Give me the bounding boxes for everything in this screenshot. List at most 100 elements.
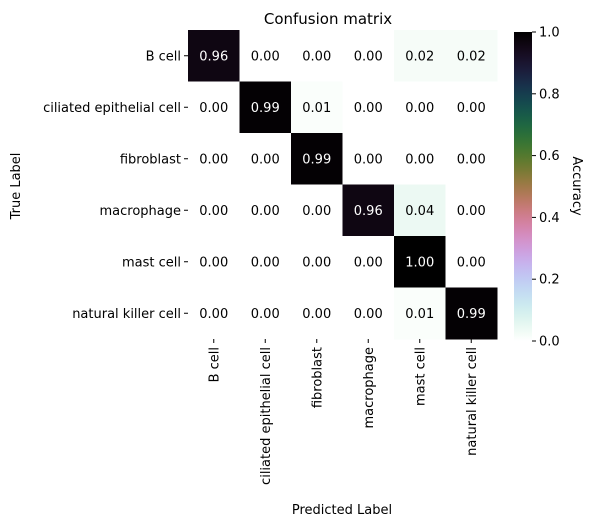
heatmap-cell xyxy=(239,184,292,237)
heatmap-cell xyxy=(291,184,343,237)
cell-value-label: 0.00 xyxy=(405,101,434,116)
cell-value-label: 0.00 xyxy=(302,204,331,219)
cell-value-label: 0.01 xyxy=(405,307,434,322)
heatmap-cell xyxy=(394,133,446,185)
heatmap-cell xyxy=(291,30,343,82)
cell-value-label: 0.00 xyxy=(199,101,228,116)
cell-value-label: 0.00 xyxy=(302,255,331,270)
cell-value-label: 0.96 xyxy=(199,49,228,64)
x-tick-label: natural killer cell xyxy=(465,347,480,456)
colorbar-label: Accuracy xyxy=(569,156,584,216)
cell-value-label: 0.04 xyxy=(405,204,434,219)
cell-value-label: 1.00 xyxy=(405,255,434,270)
y-axis-ticks: B cell ciliated epithelial cell fibroblast… xyxy=(43,49,188,322)
heatmap-cell xyxy=(239,133,292,185)
cell-value-label: 0.02 xyxy=(457,49,486,64)
heatmap-cell xyxy=(445,184,498,237)
cell-value-label: 0.00 xyxy=(457,101,486,116)
heatmap-cell xyxy=(188,81,240,134)
heatmap-cell xyxy=(445,287,498,340)
colorbar-tick-label: 0.2 xyxy=(539,273,560,288)
heatmap-cell xyxy=(342,236,395,288)
heatmap-cells xyxy=(188,30,498,340)
cell-value-label: 0.00 xyxy=(354,307,383,322)
heatmap-value-labels: 0.96 0.00 0.00 0.00 0.02 0.02 0.00 0.99 0.01 0.00… xyxy=(199,49,485,322)
heatmap-cell xyxy=(291,287,343,340)
cell-value-label: 0.00 xyxy=(251,49,280,64)
heatmap-cell xyxy=(445,236,498,288)
colorbar-ticks: 0.0 0.2 0.4 0.6 0.8 1.0 xyxy=(532,26,560,350)
y-axis-label: True Label xyxy=(9,153,24,221)
cell-value-label: 0.00 xyxy=(199,307,228,322)
colorbar-tick-label: 0.8 xyxy=(539,87,560,102)
cell-value-label: 0.00 xyxy=(302,307,331,322)
heatmap-cell xyxy=(239,30,292,82)
cell-value-label: 0.00 xyxy=(302,49,331,64)
colorbar xyxy=(514,32,532,341)
cell-value-label: 0.00 xyxy=(251,255,280,270)
heatmap-cell xyxy=(394,81,446,134)
x-tick-label: macrophage xyxy=(362,347,377,429)
heatmap-cell xyxy=(394,30,446,82)
cell-value-label: 0.00 xyxy=(457,152,486,167)
x-tick-label: mast cell xyxy=(413,347,428,406)
cell-value-label: 0.00 xyxy=(251,307,280,322)
heatmap-cell xyxy=(188,236,240,288)
heatmap-cell xyxy=(445,133,498,185)
cell-value-label: 0.00 xyxy=(354,101,383,116)
heatmap-cell xyxy=(188,184,240,237)
heatmap-cell xyxy=(239,81,292,134)
cell-value-label: 0.00 xyxy=(199,152,228,167)
y-tick-label: fibroblast xyxy=(120,152,181,167)
x-tick-label: fibroblast xyxy=(310,347,325,408)
heatmap-cell xyxy=(291,133,343,185)
colorbar-tick-label: 1.0 xyxy=(539,26,560,41)
chart-title: Confusion matrix xyxy=(264,10,392,28)
heatmap-cell xyxy=(394,287,446,340)
cell-value-label: 0.00 xyxy=(199,204,228,219)
heatmap-cell xyxy=(394,184,446,237)
colorbar-tick-label: 0.0 xyxy=(539,335,560,350)
heatmap-cell xyxy=(291,236,343,288)
cell-value-label: 0.99 xyxy=(457,307,486,322)
heatmap-cell xyxy=(188,133,240,185)
cell-value-label: 0.00 xyxy=(199,255,228,270)
y-tick-label: B cell xyxy=(146,49,181,64)
cell-value-label: 0.00 xyxy=(251,152,280,167)
x-axis-label: Predicted Label xyxy=(292,503,392,518)
cell-value-label: 0.00 xyxy=(405,152,434,167)
heatmap-cell xyxy=(342,81,395,134)
heatmap-cell xyxy=(342,287,395,340)
x-axis-ticks: B cell ciliated epithelial cell fibroblast… xyxy=(207,339,480,485)
heatmap-cell xyxy=(342,184,395,237)
heatmap-cell xyxy=(342,30,395,82)
heatmap-cell xyxy=(239,287,292,340)
cell-value-label: 0.00 xyxy=(354,49,383,64)
cell-value-label: 0.01 xyxy=(302,101,331,116)
y-tick-label: natural killer cell xyxy=(72,307,181,322)
x-tick-label: ciliated epithelial cell xyxy=(259,347,274,485)
colorbar-tick-label: 0.6 xyxy=(539,149,560,164)
colorbar-tick-label: 0.4 xyxy=(539,211,560,226)
heatmap-cell xyxy=(445,30,498,82)
cell-value-label: 0.96 xyxy=(354,204,383,219)
y-tick-label: mast cell xyxy=(122,255,181,270)
heatmap-cell xyxy=(188,30,240,82)
heatmap-cell xyxy=(394,236,446,288)
cell-value-label: 0.00 xyxy=(457,255,486,270)
cell-value-label: 0.00 xyxy=(251,204,280,219)
x-tick-label: B cell xyxy=(207,347,222,382)
heatmap-cell xyxy=(239,236,292,288)
cell-value-label: 0.99 xyxy=(251,101,280,116)
cell-value-label: 0.02 xyxy=(405,49,434,64)
heatmap-cell xyxy=(342,133,395,185)
y-tick-label: ciliated epithelial cell xyxy=(43,101,181,116)
cell-value-label: 0.00 xyxy=(354,152,383,167)
y-tick-label: macrophage xyxy=(100,204,182,219)
cell-value-label: 0.00 xyxy=(354,255,383,270)
heatmap-cell xyxy=(188,287,240,340)
heatmap-cell xyxy=(291,81,343,134)
cell-value-label: 0.00 xyxy=(457,204,486,219)
heatmap-cell xyxy=(445,81,498,134)
